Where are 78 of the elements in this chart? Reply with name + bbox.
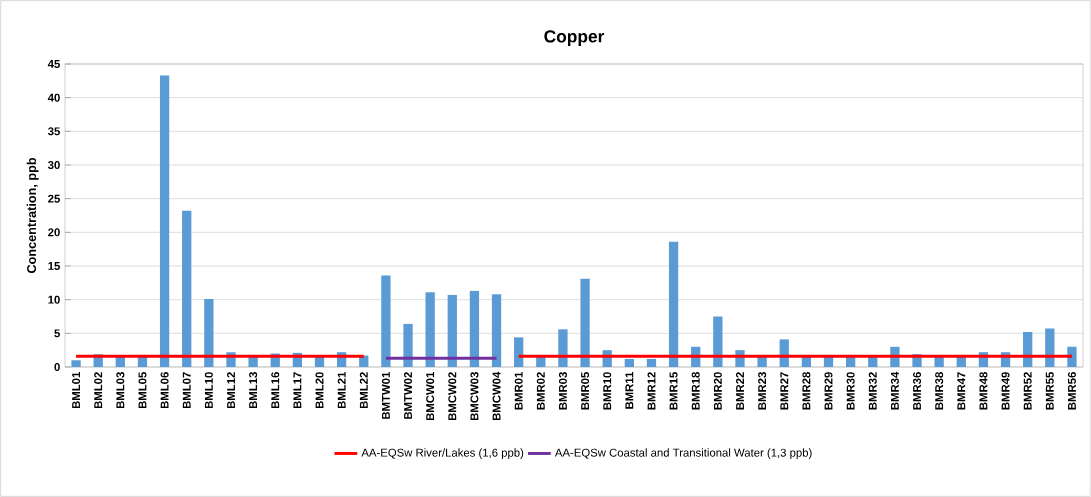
bar (204, 299, 214, 367)
x-tick-label: BMR22 (736, 372, 744, 410)
y-tick-label: 10 (48, 295, 60, 304)
x-tick-label: BML16 (271, 372, 280, 409)
x-tick-label: BMR38 (935, 372, 944, 410)
y-tick-label: 25 (48, 194, 60, 203)
bar (425, 292, 435, 367)
x-tick-label: BML06 (160, 372, 169, 409)
bar (159, 75, 170, 367)
x-tick-label: BMR49 (1001, 372, 1010, 410)
bar (381, 275, 391, 367)
x-tick-label: BMR30 (846, 372, 855, 410)
x-tick-label: BMR48 (979, 372, 988, 410)
x-tick-label: BMR10 (603, 372, 612, 410)
y-tick-label: 5 (54, 329, 60, 338)
x-tick-label: BMR27 (780, 372, 789, 410)
bar (403, 323, 413, 367)
bar (514, 337, 524, 367)
x-tick-label: BML20 (315, 372, 324, 409)
y-tick-label: 30 (47, 160, 60, 170)
x-tick-label: BML21 (337, 372, 346, 409)
x-tick-label: BMR32 (868, 372, 877, 410)
y-tick-label: 35 (47, 127, 60, 136)
x-tick-label: BMR36 (913, 372, 922, 410)
x-tick-label: BMR11 (625, 372, 634, 409)
x-tick-label: BMR02 (536, 372, 545, 410)
bar (182, 210, 192, 367)
x-tick-label: BML10 (204, 372, 213, 409)
bar (580, 278, 590, 367)
x-tick-label: BMR28 (802, 372, 811, 410)
legend-label: AA-EQSw River/Lakes (1,6 ppb) (361, 448, 524, 459)
x-tick-label: BMR12 (647, 372, 656, 410)
bar (491, 294, 502, 367)
bar (558, 329, 568, 367)
bar (71, 360, 81, 367)
x-tick-label: BML07 (182, 372, 191, 409)
x-tick-label: BML13 (249, 372, 258, 409)
x-tick-label: BML22 (359, 372, 368, 409)
x-tick-label: BMR55 (1045, 372, 1054, 410)
x-tick-label: BMR15 (669, 372, 678, 410)
bar (668, 241, 679, 367)
x-tick-label: BML17 (293, 372, 302, 409)
x-tick-label: BMR20 (713, 372, 722, 410)
x-tick-label: BMCW03 (470, 372, 479, 421)
x-tick-label: BML02 (94, 372, 103, 409)
bar (1067, 346, 1077, 367)
bar (646, 358, 657, 367)
x-tick-label: BMR56 (1067, 372, 1076, 410)
bar (469, 290, 480, 367)
y-tick-label: 0 (54, 363, 60, 372)
x-tick-label: BMR05 (581, 372, 590, 410)
x-tick-label: BMR18 (691, 372, 700, 410)
y-tick-label: 15 (48, 262, 60, 270)
x-tick-label: BMCW01 (426, 372, 435, 421)
x-tick-label: BMR47 (957, 372, 966, 410)
bar (447, 294, 457, 367)
x-tick-label: BMR03 (558, 372, 567, 410)
bar (713, 316, 723, 367)
x-tick-label: BMR52 (1023, 372, 1032, 410)
y-tick-label: 40 (47, 93, 60, 102)
x-tick-label: BML01 (72, 372, 81, 409)
x-tick-label: BML03 (116, 372, 125, 409)
x-tick-label: BMTW02 (404, 372, 413, 419)
legend-label: AA-EQSw Coastal and Transitional Water (1,3 ppb) (554, 448, 812, 459)
bar (624, 358, 634, 367)
x-tick-label: BML12 (227, 372, 235, 409)
x-tick-label: BMR01 (514, 372, 523, 410)
x-tick-label: BMTW01 (381, 372, 390, 419)
y-axis-title: Concentration, ppb (26, 157, 39, 274)
y-tick-label: 45 (47, 60, 60, 68)
x-tick-label: BMCW04 (492, 371, 501, 421)
x-tick-label: BMR29 (824, 372, 833, 410)
x-tick-label: BMR34 (890, 371, 899, 410)
x-tick-label: BML05 (138, 372, 147, 409)
chart-title: Copper (544, 30, 605, 46)
x-tick-label: BMR23 (758, 372, 767, 410)
y-tick-label: 20 (48, 228, 60, 237)
x-tick-label: BMCW02 (448, 372, 457, 421)
